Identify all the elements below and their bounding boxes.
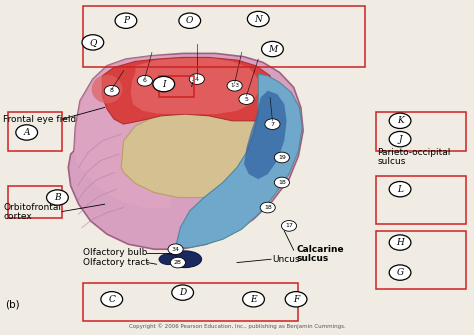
- Text: Copyright © 2006 Pearson Education, Inc., publishing as Benjamin Cummings.: Copyright © 2006 Pearson Education, Inc.…: [128, 323, 346, 329]
- Text: Uncus: Uncus: [273, 255, 300, 264]
- Text: J: J: [398, 135, 402, 144]
- Text: 17: 17: [285, 223, 293, 228]
- Text: cortex: cortex: [3, 212, 32, 221]
- Circle shape: [179, 13, 201, 28]
- Bar: [8, 113, 62, 151]
- PathPatch shape: [74, 55, 171, 208]
- Bar: [83, 283, 299, 321]
- Bar: [8, 186, 62, 217]
- Circle shape: [115, 13, 137, 28]
- Text: 4: 4: [195, 77, 199, 82]
- Text: i: i: [191, 80, 193, 88]
- Circle shape: [262, 42, 283, 57]
- Text: 34: 34: [172, 247, 180, 252]
- Circle shape: [389, 182, 411, 197]
- Text: sulcus: sulcus: [296, 254, 328, 263]
- PathPatch shape: [121, 113, 268, 198]
- Ellipse shape: [168, 251, 201, 268]
- Bar: [83, 6, 365, 67]
- Text: Parieto-occipital: Parieto-occipital: [377, 148, 451, 157]
- Text: L: L: [397, 185, 403, 194]
- Text: E: E: [250, 295, 257, 304]
- Text: 19: 19: [278, 155, 286, 160]
- Text: 8: 8: [110, 88, 114, 93]
- Text: B: B: [54, 193, 61, 202]
- Text: Calcarine: Calcarine: [296, 245, 344, 254]
- Text: D: D: [179, 288, 186, 297]
- Circle shape: [389, 131, 411, 147]
- Circle shape: [16, 125, 37, 140]
- Circle shape: [265, 119, 280, 129]
- Text: 28: 28: [174, 260, 182, 265]
- Circle shape: [260, 202, 275, 213]
- Bar: [159, 76, 194, 97]
- PathPatch shape: [102, 57, 273, 124]
- Circle shape: [170, 257, 185, 268]
- Text: 18: 18: [264, 205, 272, 210]
- Text: P: P: [123, 16, 129, 25]
- Ellipse shape: [91, 75, 122, 103]
- Text: 5: 5: [245, 96, 248, 102]
- Text: A: A: [23, 128, 30, 137]
- Bar: [376, 113, 466, 151]
- Circle shape: [239, 94, 254, 105]
- Text: K: K: [397, 116, 403, 125]
- Text: 1-3: 1-3: [230, 83, 239, 88]
- Circle shape: [389, 235, 411, 250]
- PathPatch shape: [131, 58, 258, 114]
- Text: (b): (b): [5, 299, 20, 309]
- PathPatch shape: [68, 53, 303, 249]
- Circle shape: [153, 76, 174, 92]
- Text: Olfactory tract: Olfactory tract: [83, 258, 149, 267]
- Text: Frontal eye field: Frontal eye field: [3, 115, 76, 124]
- Circle shape: [227, 80, 242, 91]
- Ellipse shape: [159, 254, 178, 265]
- Circle shape: [282, 220, 297, 231]
- Circle shape: [137, 75, 153, 86]
- Circle shape: [82, 35, 104, 50]
- Text: Q: Q: [89, 38, 97, 47]
- Text: 7: 7: [271, 122, 274, 127]
- Text: Olfactory bulb: Olfactory bulb: [83, 248, 148, 257]
- Circle shape: [46, 190, 68, 205]
- Text: F: F: [293, 295, 299, 304]
- PathPatch shape: [244, 91, 287, 179]
- Text: I: I: [162, 80, 165, 88]
- Circle shape: [285, 291, 307, 307]
- Circle shape: [172, 285, 193, 300]
- Circle shape: [243, 291, 264, 307]
- Text: 6: 6: [143, 78, 147, 83]
- Circle shape: [189, 74, 204, 84]
- Bar: [376, 176, 466, 224]
- Circle shape: [274, 177, 290, 188]
- Circle shape: [274, 152, 290, 163]
- Circle shape: [247, 11, 269, 27]
- Text: G: G: [396, 268, 404, 277]
- Circle shape: [104, 85, 119, 96]
- Text: C: C: [109, 295, 115, 304]
- Text: M: M: [268, 45, 277, 54]
- Text: Orbitofrontal: Orbitofrontal: [3, 203, 61, 212]
- PathPatch shape: [175, 74, 302, 248]
- Bar: [376, 231, 466, 289]
- Text: sulcus: sulcus: [377, 157, 406, 166]
- Circle shape: [389, 113, 411, 128]
- Text: H: H: [396, 238, 404, 247]
- Text: N: N: [255, 14, 262, 23]
- Text: O: O: [186, 16, 193, 25]
- Text: 18: 18: [278, 180, 286, 185]
- Circle shape: [168, 244, 183, 255]
- Circle shape: [389, 265, 411, 280]
- Circle shape: [101, 291, 123, 307]
